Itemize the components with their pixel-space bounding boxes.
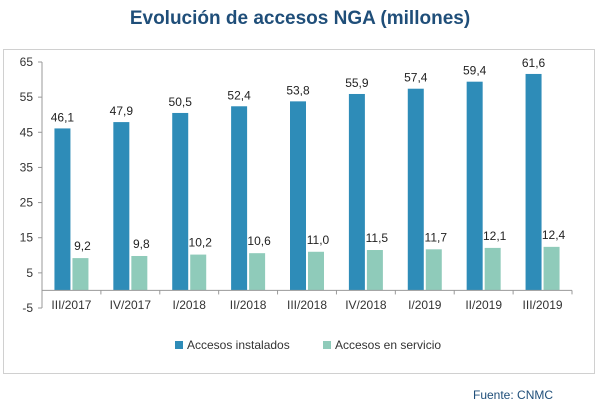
y-tick-label: 65 <box>20 55 34 69</box>
bar-accesos-instalados <box>348 93 365 291</box>
x-category-label: IV/2018 <box>345 298 387 312</box>
bar-accesos-instalados <box>525 73 542 291</box>
chart-frame <box>3 49 595 374</box>
legend-swatch-accesos-instalados <box>175 341 183 349</box>
y-tick-label: 25 <box>20 196 34 210</box>
x-category-label: IV/2017 <box>110 298 152 312</box>
bar-accesos-instalados <box>290 101 306 291</box>
source-note: Fuente: CNMC <box>473 388 554 402</box>
bar-accesos-en-servicio <box>72 258 89 291</box>
y-tick-label: 5 <box>26 266 33 280</box>
data-labels: 46,1 9,2 47,9 9,8 50,5 10,2 52,4 10,6 53,8 11,0 55… <box>51 56 566 253</box>
legend-swatch-accesos-en-servicio <box>323 341 331 349</box>
x-category-label: III/2017 <box>51 298 91 312</box>
data-label-accesos-en-servicio: 10,2 <box>189 236 213 250</box>
data-label-accesos-instalados: 59,4 <box>463 64 487 78</box>
bar-accesos-en-servicio <box>190 254 207 291</box>
data-label-accesos-instalados: 55,9 <box>345 76 369 90</box>
y-axis: -5 5 15 25 35 45 55 65 <box>20 55 43 315</box>
x-category-label: I/2018 <box>173 298 207 312</box>
y-tick-label: -5 <box>22 301 33 315</box>
data-label-accesos-en-servicio: 12,4 <box>542 228 566 242</box>
legend-label-accesos-en-servicio: Accesos en servicio <box>335 338 441 352</box>
y-tick-label: 45 <box>20 125 34 139</box>
data-label-accesos-instalados: 47,9 <box>110 104 134 118</box>
bar-accesos-instalados <box>231 106 248 291</box>
bar-accesos-en-servicio <box>131 255 148 291</box>
x-category-label: III/2019 <box>523 298 563 312</box>
x-category-label: II/2018 <box>230 298 267 312</box>
bar-accesos-instalados <box>54 128 71 291</box>
data-label-accesos-instalados: 57,4 <box>404 71 428 85</box>
bar-accesos-instalados <box>113 122 130 291</box>
bar-accesos-en-servicio <box>249 253 266 291</box>
bar-accesos-en-servicio <box>366 250 383 291</box>
y-tick-label: 35 <box>20 160 34 174</box>
x-category-label: I/2019 <box>408 298 442 312</box>
bar-accesos-instalados <box>407 88 424 291</box>
x-category-label: III/2018 <box>287 298 327 312</box>
data-label-accesos-en-servicio: 12,1 <box>483 229 507 243</box>
legend-label-accesos-instalados: Accesos instalados <box>187 338 290 352</box>
bar-accesos-en-servicio <box>308 251 324 291</box>
x-category-label: II/2019 <box>465 298 502 312</box>
x-axis: III/2017 IV/2017 I/2018 II/2018 III/2018 IV/2… <box>42 289 573 312</box>
data-label-accesos-en-servicio: 11,7 <box>425 230 448 244</box>
legend: Accesos instalados Accesos en servicio <box>175 338 441 352</box>
data-label-accesos-en-servicio: 9,2 <box>74 239 91 253</box>
bar-accesos-instalados <box>172 112 189 291</box>
data-label-accesos-en-servicio: 11,0 <box>307 233 330 247</box>
data-label-accesos-instalados: 52,4 <box>227 88 251 102</box>
chart-title: Evolución de accesos NGA (millones) <box>129 8 471 29</box>
bar-accesos-en-servicio <box>425 249 442 291</box>
bars <box>54 73 560 291</box>
y-tick-label: 55 <box>20 90 34 104</box>
data-label-accesos-instalados: 53,8 <box>286 83 310 97</box>
data-label-accesos-instalados: 61,6 <box>522 56 546 70</box>
data-label-accesos-instalados: 46,1 <box>51 110 75 124</box>
data-label-accesos-en-servicio: 9,8 <box>133 237 150 251</box>
bar-accesos-en-servicio <box>484 247 501 291</box>
y-tick-label: 15 <box>20 231 34 245</box>
data-label-accesos-instalados: 50,5 <box>169 95 193 109</box>
data-label-accesos-en-servicio: 10,6 <box>247 234 271 248</box>
bar-accesos-instalados <box>466 81 483 291</box>
bar-accesos-en-servicio <box>543 246 560 291</box>
data-label-accesos-en-servicio: 11,5 <box>366 231 389 245</box>
